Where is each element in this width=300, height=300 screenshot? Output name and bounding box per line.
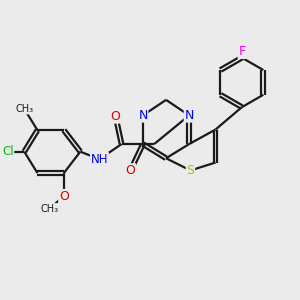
Text: N: N [138, 109, 148, 122]
Text: O: O [125, 164, 135, 177]
Text: CH₃: CH₃ [15, 104, 33, 114]
Text: CH₃: CH₃ [40, 204, 59, 214]
Text: O: O [111, 110, 121, 123]
Text: O: O [59, 190, 69, 203]
Text: F: F [238, 45, 245, 58]
Text: Cl: Cl [2, 145, 14, 158]
Text: S: S [187, 164, 194, 177]
Text: NH: NH [91, 153, 108, 166]
Text: N: N [184, 109, 194, 122]
